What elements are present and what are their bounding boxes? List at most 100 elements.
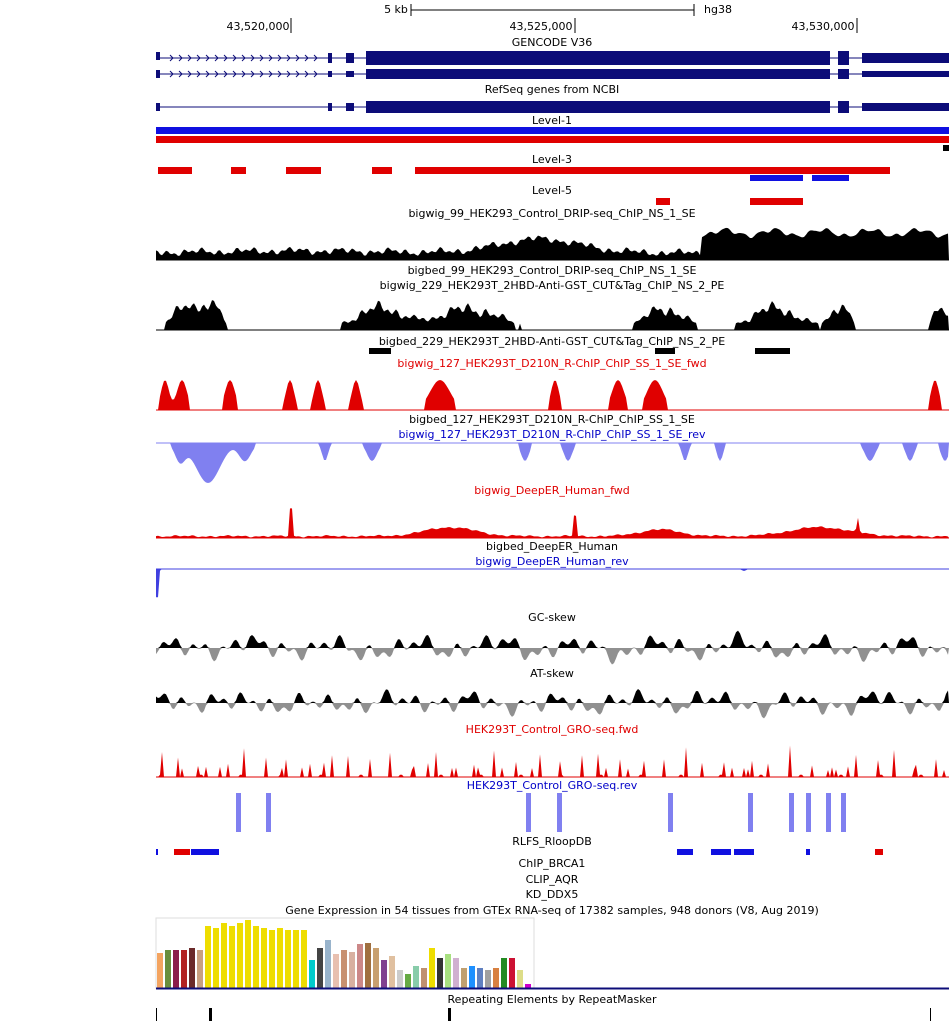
strand-arrow <box>259 54 264 62</box>
level-3-feature <box>286 167 321 174</box>
gtex-bar <box>389 956 395 988</box>
gro-rev-bar <box>266 793 271 832</box>
gtex-bar <box>309 960 315 988</box>
gtex-bar <box>165 950 171 988</box>
assembly-label: hg38 <box>704 3 732 16</box>
signal <box>156 569 949 598</box>
gtex-bar <box>453 958 459 988</box>
gtex-bar <box>317 948 323 988</box>
rlfs-feature <box>711 849 731 855</box>
strand-arrow <box>250 70 255 78</box>
track-label: Level-3 <box>532 153 572 166</box>
strand-arrow <box>187 70 192 78</box>
level-1-feature <box>156 127 949 134</box>
repeat-element <box>930 1008 931 1021</box>
signal <box>156 300 949 330</box>
at-skew <box>156 703 949 719</box>
exon <box>838 51 849 65</box>
bigbed-feature <box>369 348 391 354</box>
feature <box>943 145 949 151</box>
strand-arrow <box>232 70 237 78</box>
rlfs-feature <box>734 849 754 855</box>
gtex-bar <box>405 974 411 988</box>
strand-arrow <box>169 54 174 62</box>
level-1-feature <box>156 136 949 143</box>
track-label: ChIP_BRCA1 <box>519 857 586 870</box>
strand-arrow <box>277 54 282 62</box>
track-labels: GENCODE V36 RefSeq genes from NCBI Level-1… <box>285 36 819 1006</box>
level-5-feature <box>750 198 803 205</box>
gtex-bar <box>181 950 187 988</box>
gtex-bar <box>525 984 531 988</box>
gtex-bar <box>437 958 443 988</box>
repeat-element <box>156 1008 157 1021</box>
track-label: bigwig_127_HEK293T_D210N_R-ChIP_ChIP_SS_… <box>397 357 706 370</box>
gtex-bar <box>293 930 299 988</box>
gtex-bar <box>485 970 491 988</box>
gro-rev-bar <box>789 793 794 832</box>
strand-arrow <box>196 54 201 62</box>
rlfs-feature <box>806 849 810 855</box>
repeat-element <box>448 1008 451 1021</box>
exon <box>346 103 354 111</box>
gro-rev-bar <box>826 793 831 832</box>
strand-arrow <box>223 70 228 78</box>
track-label: bigwig_127_HEK293T_D210N_R-ChIP_ChIP_SS_… <box>398 428 706 441</box>
track-label: CLIP_AQR <box>526 873 579 886</box>
gtex-bar <box>173 950 179 988</box>
repeat-element <box>209 1008 212 1021</box>
gtex-bar <box>501 958 507 988</box>
track-label: bigwig_229_HEK293T_2HBD-Anti-GST_CUT&Tag… <box>380 279 725 292</box>
strand-arrow <box>304 54 309 62</box>
feature <box>750 175 803 181</box>
strand-arrow <box>286 54 291 62</box>
signal <box>156 380 949 410</box>
exon <box>366 101 830 113</box>
gtex-bar <box>397 970 403 988</box>
gtex-bar <box>373 948 379 988</box>
rlfs-feature <box>174 849 190 855</box>
gtex-bar <box>205 926 211 988</box>
feature <box>812 175 849 181</box>
gtex-bar <box>197 950 203 988</box>
gtex-bar <box>357 944 363 988</box>
track-label: bigwig_DeepER_Human_rev <box>475 555 629 568</box>
strand-arrow <box>286 70 291 78</box>
gtex-bar <box>477 968 483 988</box>
exon <box>870 71 949 77</box>
gtex-bar <box>421 968 427 988</box>
track-label: bigwig_99_HEK293_Control_DRIP-seq_ChIP_N… <box>408 207 695 220</box>
track-label: Level-1 <box>532 114 572 127</box>
gtex-bar <box>349 952 355 988</box>
strand-arrow <box>214 54 219 62</box>
gtex-bar <box>189 948 195 988</box>
strand-arrow <box>205 54 210 62</box>
track-label: bigbed_229_HEK293T_2HBD-Anti-GST_CUT&Tag… <box>379 335 725 348</box>
strand-arrow <box>295 54 300 62</box>
gro-rev-bar <box>841 793 846 832</box>
scale-label: 5 kb <box>384 3 408 16</box>
strand-arrow <box>295 70 300 78</box>
exon <box>346 71 354 77</box>
strand-arrow <box>241 70 246 78</box>
signal <box>156 508 949 538</box>
level-3-feature <box>231 167 246 174</box>
exon <box>328 71 332 77</box>
exon <box>870 103 949 111</box>
strand-arrow <box>313 54 318 62</box>
gtex-bar <box>341 950 347 988</box>
track-label: KD_DDX5 <box>526 888 579 901</box>
gtex-bar <box>365 943 371 988</box>
exon <box>862 53 870 63</box>
gtex-bar <box>213 928 219 988</box>
strand-arrow <box>277 70 282 78</box>
gtex-bar <box>245 920 251 988</box>
bigbed-feature <box>655 348 675 354</box>
track-label: HEK293T_Control_GRO-seq.fwd <box>466 723 639 736</box>
track-label: Repeating Elements by RepeatMasker <box>448 993 657 1006</box>
gtex-bar <box>229 926 235 988</box>
gtex-bar <box>285 930 291 988</box>
gtex-bar <box>157 953 163 988</box>
strand-arrow <box>313 70 318 78</box>
gtex-bar <box>261 928 267 988</box>
